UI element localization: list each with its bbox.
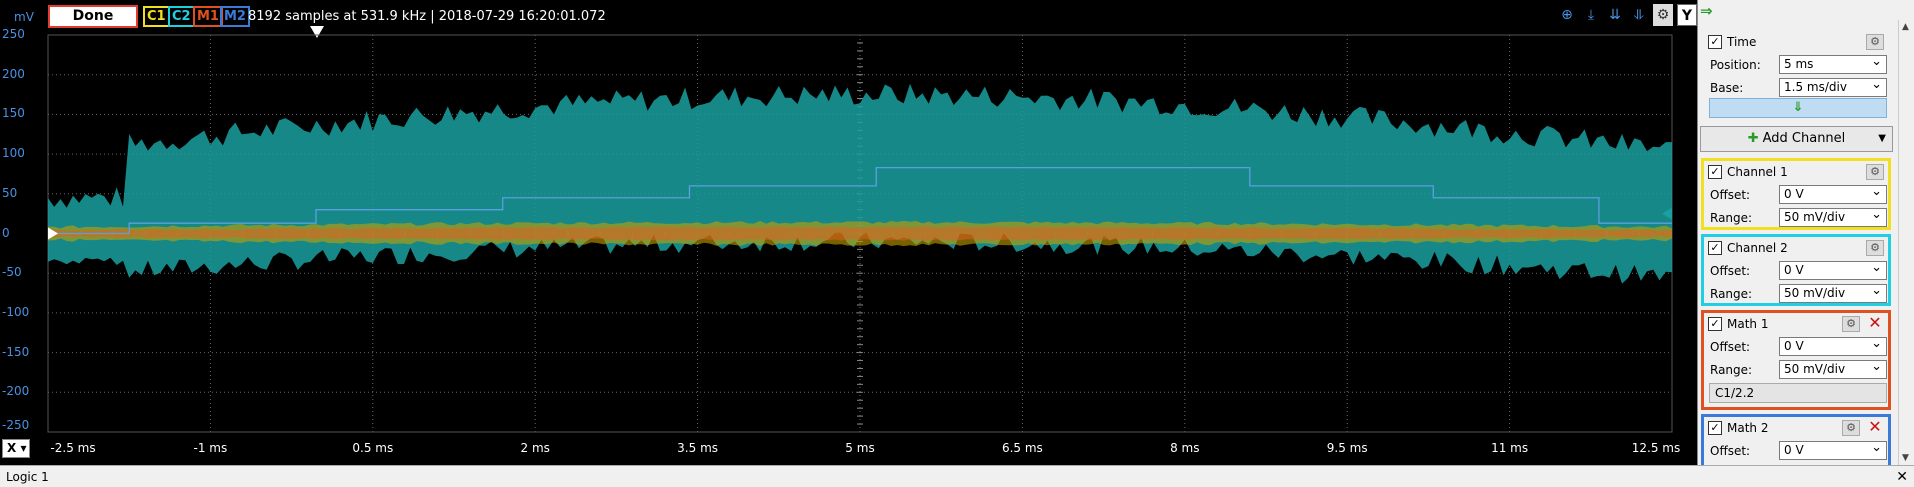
x-axis-button[interactable]: X ▾ — [2, 439, 30, 458]
offset-label: Offset: — [1710, 340, 1750, 354]
y-tick-label: -150 — [2, 345, 38, 359]
math2-card: ✓ Math 2 ⚙ ✕ Offset: 0 V — [1701, 414, 1891, 465]
channel2-checkbox[interactable]: ✓ — [1708, 241, 1722, 255]
time-card: ✓ Time ⚙ Position: 5 ms Base: 1.5 ms/div… — [1701, 28, 1891, 121]
acquisition-info: 8192 samples at 531.9 kHz | 2018-07-29 1… — [248, 9, 606, 24]
range-label: Range: — [1710, 363, 1752, 377]
channel-tag-m1[interactable]: M1 — [193, 6, 223, 27]
scroll-up-icon[interactable]: ▲ — [1902, 22, 1909, 32]
x-tick-label: 11 ms — [1491, 441, 1528, 455]
gear-icon[interactable]: ⚙ — [1866, 240, 1884, 256]
waveform-plot[interactable] — [0, 31, 1697, 436]
channel-tag-m2[interactable]: M2 — [220, 6, 250, 27]
channel1-title: Channel 1 — [1727, 165, 1788, 179]
apply-down-button[interactable]: ⇓ — [1709, 98, 1887, 118]
gear-icon[interactable]: ⚙ — [1842, 316, 1860, 332]
x-tick-label: 6.5 ms — [1002, 441, 1043, 455]
run-status-button[interactable]: Done — [48, 5, 138, 28]
waveforms — [48, 84, 1672, 284]
channel1-range-select[interactable]: 50 mV/div — [1779, 208, 1887, 227]
y-tick-label: -200 — [2, 384, 38, 398]
top-bar: mV Done C1 C2 M1 M2 8192 samples at 531.… — [0, 0, 1697, 31]
x-tick-label: 0.5 ms — [352, 441, 393, 455]
x-axis-button-label: X — [7, 441, 16, 455]
zoom-icon[interactable]: ⊕ — [1557, 4, 1577, 26]
x-tick-label: 3.5 ms — [677, 441, 718, 455]
gear-icon[interactable]: ⚙ — [1842, 420, 1860, 436]
offset-label: Offset: — [1710, 444, 1750, 458]
plot-area[interactable]: 250 200 150 100 50 0 -50 -100 -150 -200 -250 — [0, 31, 1697, 436]
gear-icon[interactable]: ⚙ — [1866, 34, 1884, 50]
x-tick-label: -1 ms — [194, 441, 228, 455]
time-title: Time — [1727, 35, 1756, 49]
channel-panel: ⇒ ✓ Time ⚙ Position: 5 ms Base: 1.5 ms/d… — [1697, 0, 1914, 465]
time-checkbox[interactable]: ✓ — [1708, 35, 1722, 49]
math1-expression-field[interactable]: C1/2.2 — [1709, 383, 1887, 403]
math2-checkbox[interactable]: ✓ — [1708, 421, 1722, 435]
y-tick-label: -250 — [2, 418, 38, 432]
channel2-envelope — [48, 84, 1672, 284]
offset-label: Offset: — [1710, 188, 1750, 202]
range-label: Range: — [1710, 287, 1752, 301]
math1-checkbox[interactable]: ✓ — [1708, 317, 1722, 331]
close-icon[interactable]: ✕ — [1896, 469, 1908, 485]
gear-icon[interactable]: ⚙ — [1653, 4, 1673, 26]
channel1-card: ✓ Channel 1 ⚙ Offset: 0 V Range: 50 mV/d… — [1701, 158, 1891, 230]
math1-range-select[interactable]: 50 mV/div — [1779, 360, 1887, 379]
dropdown-arrow-icon[interactable]: ▼ — [1878, 127, 1886, 151]
channel1-checkbox[interactable]: ✓ — [1708, 165, 1722, 179]
x-tick-label: 8 ms — [1170, 441, 1199, 455]
channel2-title: Channel 2 — [1727, 241, 1788, 255]
x-tick-label: 2 ms — [520, 441, 549, 455]
add-channel-button[interactable]: ✚ Add Channel ▼ — [1700, 126, 1893, 152]
y-tick-label: 50 — [2, 186, 38, 200]
channel2-range-select[interactable]: 50 mV/div — [1779, 284, 1887, 303]
x-tick-label: 12.5 ms — [1632, 441, 1680, 455]
gear-icon[interactable]: ⚙ — [1866, 164, 1884, 180]
x-tick-label: -2.5 ms — [50, 441, 95, 455]
math1-offset-select[interactable]: 0 V — [1779, 337, 1887, 356]
y-tick-label: -50 — [2, 265, 38, 279]
delete-icon[interactable]: ✕ — [1866, 420, 1884, 436]
cursor-down-icon[interactable]: ⤓ — [1581, 4, 1601, 26]
plot-toolbar: ⊕ ⤓ ⇊ ⥥ ⚙ Y — [1557, 4, 1697, 26]
add-channel-label: Add Channel — [1763, 131, 1846, 146]
scroll-down-icon[interactable]: ▼ — [1902, 453, 1909, 463]
delete-icon[interactable]: ✕ — [1866, 316, 1884, 332]
channel2-offset-select[interactable]: 0 V — [1779, 261, 1887, 280]
y-tick-label: 200 — [2, 67, 38, 81]
logic-title: Logic 1 — [6, 470, 49, 484]
y-tick-label: 0 — [2, 226, 38, 240]
math2-title: Math 2 — [1727, 421, 1768, 435]
y-tick-label: 100 — [2, 146, 38, 160]
panel-scrollbar[interactable]: ▲ ▼ — [1898, 20, 1914, 465]
y-unit-label: mV — [14, 10, 34, 24]
channel1-offset-select[interactable]: 0 V — [1779, 185, 1887, 204]
y-tick-label: -100 — [2, 305, 38, 319]
y-tick-label: 250 — [2, 27, 38, 41]
math2-offset-select[interactable]: 0 V — [1779, 441, 1887, 460]
logic-panel-bar: Logic 1 ✕ — [0, 465, 1914, 487]
arrow-right-icon[interactable]: ⇒ — [1700, 2, 1713, 20]
y-tick-label: 150 — [2, 106, 38, 120]
position-select[interactable]: 5 ms — [1779, 55, 1887, 74]
x-tick-label: 9.5 ms — [1327, 441, 1368, 455]
math1-title: Math 1 — [1727, 317, 1768, 331]
position-label: Position: — [1710, 58, 1761, 72]
cursor-align-icon[interactable]: ⇊ — [1605, 4, 1625, 26]
base-label: Base: — [1710, 81, 1743, 95]
plus-icon: ✚ — [1748, 131, 1759, 146]
y-axis-button[interactable]: Y — [1677, 4, 1697, 26]
base-select[interactable]: 1.5 ms/div — [1779, 78, 1887, 97]
channel-tag-c1[interactable]: C1 — [143, 6, 170, 27]
channel2-card: ✓ Channel 2 ⚙ Offset: 0 V Range: 50 mV/d… — [1701, 234, 1891, 306]
cursor-bottom-icon[interactable]: ⥥ — [1629, 4, 1649, 26]
range-label: Range: — [1710, 211, 1752, 225]
offset-label: Offset: — [1710, 264, 1750, 278]
time-axis: X ▾ -2.5 ms -1 ms 0.5 ms 2 ms 3.5 ms 5 ms 6.5 … — [0, 436, 1697, 460]
channel-tag-c2[interactable]: C2 — [168, 6, 195, 27]
math1-card: ✓ Math 1 ⚙ ✕ Offset: 0 V Range: 50 mV/di… — [1701, 310, 1891, 410]
x-tick-label: 5 ms — [845, 441, 874, 455]
